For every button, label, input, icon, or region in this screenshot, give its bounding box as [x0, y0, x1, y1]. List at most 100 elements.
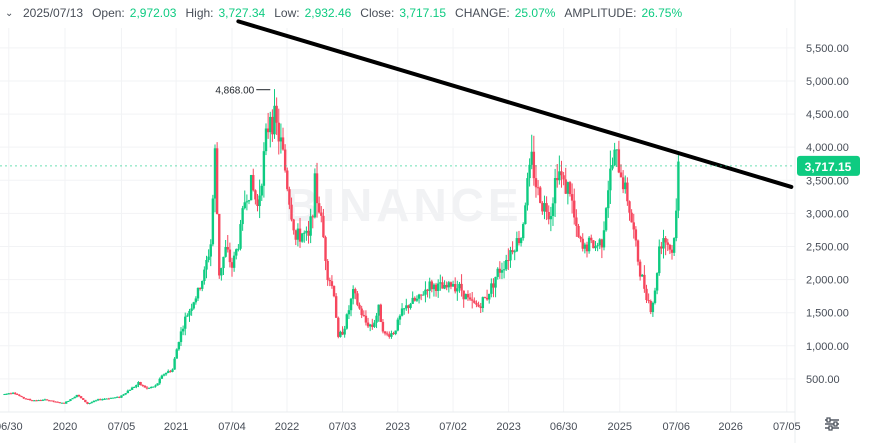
candle-body	[602, 230, 606, 248]
candle-body	[339, 331, 342, 337]
candle-body	[294, 230, 297, 240]
candle-body	[409, 303, 412, 308]
candle-body	[194, 298, 198, 303]
candle-body	[534, 178, 538, 188]
candle-body	[226, 247, 229, 250]
candle-body	[490, 283, 493, 294]
candle-body	[385, 333, 389, 335]
candle-body	[666, 242, 669, 245]
candle-body	[505, 260, 508, 270]
candle-body	[498, 268, 502, 273]
candle-body	[411, 297, 414, 304]
candle-body	[388, 334, 391, 337]
candle-body	[220, 268, 223, 276]
last-price-label: 3,717.15	[805, 160, 852, 174]
candle-body	[173, 358, 176, 370]
candle-body	[500, 270, 504, 273]
candle-body	[575, 217, 578, 226]
candle-body	[477, 304, 480, 307]
candle-body	[600, 239, 604, 248]
candle-body	[307, 230, 310, 236]
candle-body	[105, 398, 108, 400]
candle-body	[341, 331, 344, 335]
candle-body	[92, 400, 96, 403]
candle-body	[58, 402, 62, 404]
candle-body	[41, 399, 45, 401]
candle-body	[84, 399, 87, 403]
candle-body	[621, 177, 625, 190]
candle-body	[373, 322, 376, 327]
candle-body	[543, 203, 546, 212]
candle-body	[630, 212, 633, 223]
candle-body	[9, 393, 13, 395]
candle-body	[79, 396, 83, 399]
candle-body	[436, 283, 440, 291]
candle-body	[460, 283, 463, 291]
candle-body	[13, 392, 17, 395]
candle-body	[54, 401, 57, 403]
candle-body	[188, 310, 191, 316]
candles	[3, 89, 680, 405]
candle-body	[609, 168, 612, 191]
candle-body	[513, 251, 516, 253]
candle-body	[428, 281, 431, 291]
candle-body	[192, 302, 195, 309]
candle-body	[56, 401, 59, 403]
candle-body	[573, 200, 576, 218]
candle-body	[94, 400, 98, 402]
candle-body	[553, 178, 557, 204]
candle-body	[211, 198, 215, 245]
y-tick-label: 5,000.00	[806, 76, 849, 88]
candle-body	[254, 190, 257, 200]
candle-body	[177, 342, 181, 350]
amplitude-value: 26.75%	[641, 6, 683, 20]
candle-body	[462, 290, 465, 300]
settings-sliders-icon[interactable]	[822, 414, 842, 434]
candle-body	[570, 194, 574, 201]
candle-body	[632, 222, 635, 230]
candle-body	[324, 237, 327, 261]
chevron-down-icon[interactable]: ⌄	[5, 7, 14, 19]
candle-body	[492, 283, 495, 288]
candle-body	[101, 399, 104, 401]
candle-body	[175, 349, 178, 359]
x-tick-label: 2023	[386, 421, 410, 433]
candle-body	[181, 328, 185, 332]
candle-body	[383, 331, 387, 334]
candle-body	[298, 228, 302, 242]
candle-body	[45, 399, 49, 401]
candle-body	[471, 299, 474, 301]
candle-body	[677, 161, 680, 211]
candle-body	[475, 302, 478, 305]
candle-body	[264, 128, 268, 152]
candle-body	[322, 215, 325, 238]
candle-body	[362, 315, 365, 317]
candle-body	[266, 128, 270, 133]
candle-body	[47, 400, 51, 402]
candle-body	[507, 260, 510, 262]
candle-body	[133, 386, 136, 388]
candle-body	[368, 324, 372, 327]
high-value: 3,727.34	[218, 6, 266, 20]
close-label: Close:	[360, 6, 395, 20]
candle-body	[519, 238, 523, 244]
x-tick-label: 07/06	[663, 421, 691, 433]
candle-body	[11, 392, 15, 394]
candle-body	[241, 208, 244, 225]
candle-body	[292, 219, 295, 231]
candle-body	[541, 202, 544, 212]
candle-body	[198, 287, 202, 289]
candle-body	[162, 374, 166, 376]
candle-body	[526, 178, 529, 206]
candle-body	[5, 393, 8, 395]
candle-body	[120, 395, 123, 398]
candle-body	[532, 151, 536, 179]
candle-body	[252, 175, 255, 191]
candle-body	[653, 290, 657, 303]
candle-body	[464, 294, 468, 300]
candle-body	[626, 182, 629, 202]
last-price-tag	[797, 155, 860, 176]
candle-body	[311, 216, 314, 218]
candle-body	[670, 249, 674, 253]
